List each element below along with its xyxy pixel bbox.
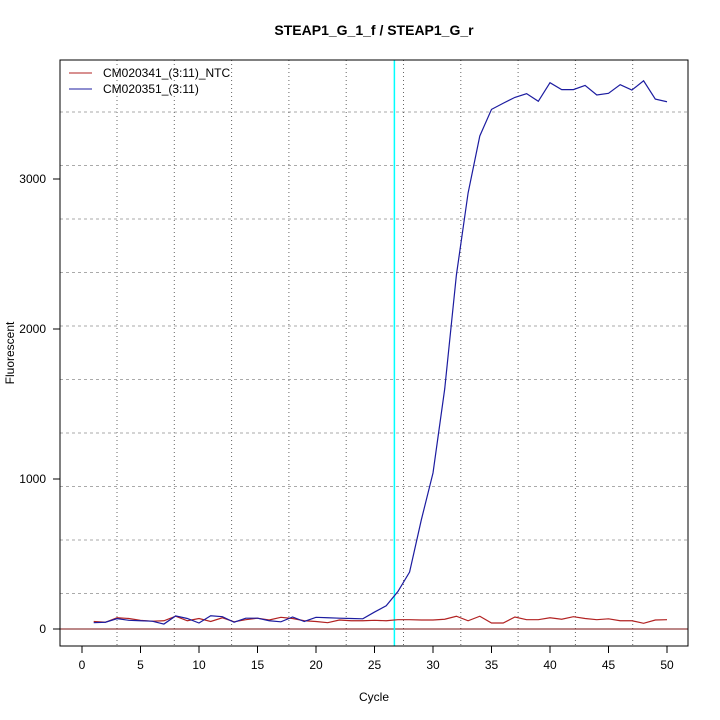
legend: CM020341_(3:11)_NTC CM020351_(3:11) <box>69 66 231 96</box>
axes: 0 5 10 15 20 25 30 35 40 45 50 0 1000 2000 3000 <box>19 172 674 672</box>
x-tick-label: 50 <box>660 658 674 672</box>
y-axis-label: Fluorescent <box>3 321 17 384</box>
series-line-1 <box>93 79 668 625</box>
x-tick-label: 5 <box>137 658 144 672</box>
x-tick-label: 20 <box>309 658 323 672</box>
x-tick-label: 45 <box>602 658 616 672</box>
series-lines <box>93 60 668 646</box>
grid <box>60 60 688 646</box>
x-tick-label: 0 <box>79 658 86 672</box>
x-tick-label: 35 <box>485 658 499 672</box>
x-axis-label: Cycle <box>359 690 389 704</box>
x-tick-label: 10 <box>192 658 206 672</box>
y-tick-label: 3000 <box>19 172 46 186</box>
x-tick-label: 40 <box>543 658 557 672</box>
x-tick-label: 15 <box>251 658 265 672</box>
chart-title: STEAP1_G_1_f / STEAP1_G_r <box>274 22 474 38</box>
legend-label-sample: CM020351_(3:11) <box>103 82 199 96</box>
legend-label-ntc: CM020341_(3:11)_NTC <box>103 66 231 80</box>
x-tick-label: 30 <box>426 658 440 672</box>
y-tick-label: 2000 <box>19 322 46 336</box>
y-tick-label: 0 <box>39 622 46 636</box>
series-line-0 <box>93 615 668 624</box>
x-tick-label: 25 <box>368 658 382 672</box>
plot-frame <box>59 59 689 647</box>
y-tick-label: 1000 <box>19 472 46 486</box>
